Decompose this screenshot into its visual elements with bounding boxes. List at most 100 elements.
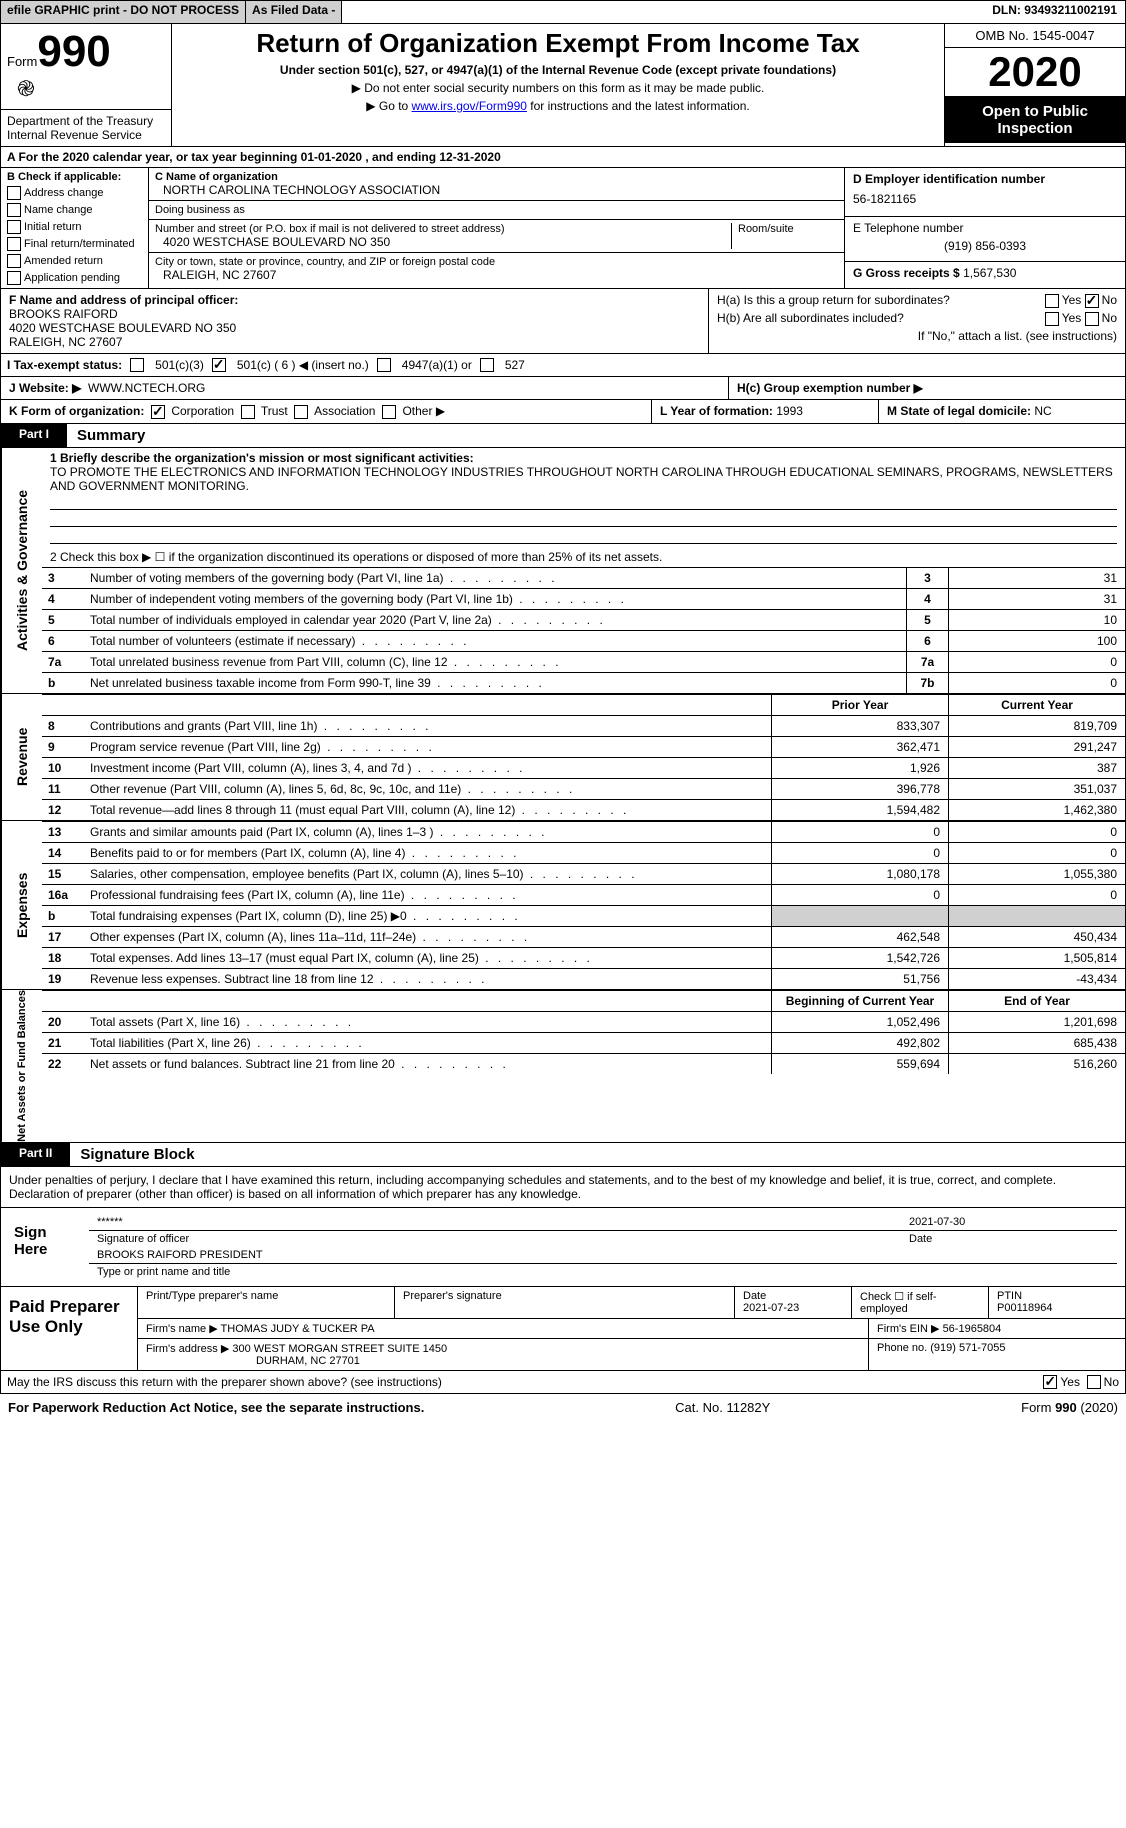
tax-exempt-row: I Tax-exempt status: 501(c)(3) 501(c) ( … (0, 354, 1126, 377)
assoc-checkbox[interactable] (294, 405, 308, 419)
ein-label: D Employer identification number (853, 172, 1045, 186)
firm-ein: Firm's EIN ▶ 56-1965804 (869, 1319, 1125, 1338)
officer-name: BROOKS RAIFORD PRESIDENT (97, 1249, 1109, 1261)
part1-title: Summary (67, 424, 155, 447)
city-label: City or town, state or province, country… (155, 256, 838, 268)
other-checkbox[interactable] (382, 405, 396, 419)
table-row: bNet unrelated business taxable income f… (42, 672, 1125, 693)
org-name: NORTH CAROLINA TECHNOLOGY ASSOCIATION (155, 183, 838, 197)
public-inspection: Open to Public Inspection (945, 97, 1125, 143)
line-a: A For the 2020 calendar year, or tax yea… (0, 147, 1126, 168)
ptin: PTINP00118964 (989, 1287, 1125, 1318)
paperwork-notice: For Paperwork Reduction Act Notice, see … (8, 1400, 424, 1415)
hb-no-checkbox[interactable] (1085, 312, 1099, 326)
discuss-no-checkbox[interactable] (1087, 1375, 1101, 1389)
ha-yes-checkbox[interactable] (1045, 294, 1059, 308)
end-year-header: End of Year (948, 991, 1125, 1011)
dln: DLN: 93493211002191 (984, 1, 1125, 23)
table-row: 14Benefits paid to or for members (Part … (42, 842, 1125, 863)
table-row: 19Revenue less expenses. Subtract line 1… (42, 968, 1125, 989)
activities-governance-label: Activities & Governance (1, 448, 42, 693)
state-domicile: M State of legal domicile: NC (879, 400, 1125, 423)
table-row: 17Other expenses (Part IX, column (A), l… (42, 926, 1125, 947)
amended-return-checkbox[interactable] (7, 254, 21, 268)
group-return: H(a) Is this a group return for subordin… (709, 289, 1125, 353)
cat-number: Cat. No. 11282Y (675, 1400, 770, 1415)
part2-badge: Part II (1, 1143, 70, 1166)
part2-title: Signature Block (70, 1143, 204, 1166)
preparer-sig-label: Preparer's signature (395, 1287, 735, 1318)
firm-phone: Phone no. (919) 571-7055 (869, 1339, 1125, 1370)
net-assets-label: Net Assets or Fund Balances (1, 990, 42, 1142)
dba-label: Doing business as (155, 204, 838, 216)
check-b-column: B Check if applicable: Address change Na… (1, 168, 149, 288)
q2: 2 Check this box ▶ ☐ if the organization… (42, 547, 1125, 567)
hb-yes-checkbox[interactable] (1045, 312, 1059, 326)
table-row: 22Net assets or fund balances. Subtract … (42, 1053, 1125, 1074)
self-employed-check: Check ☐ if self-employed (852, 1287, 989, 1318)
table-row: 6Total number of volunteers (estimate if… (42, 630, 1125, 651)
principal-officer: F Name and address of principal officer:… (1, 289, 709, 353)
discuss-yes-checkbox[interactable] (1043, 1375, 1057, 1389)
table-row: 3Number of voting members of the governi… (42, 567, 1125, 588)
table-row: 18Total expenses. Add lines 13–17 (must … (42, 947, 1125, 968)
mission-question: 1 Briefly describe the organization's mi… (42, 448, 1125, 547)
4947-checkbox[interactable] (377, 358, 391, 372)
firm-name: Firm's name ▶ THOMAS JUDY & TUCKER PA (138, 1319, 869, 1338)
trust-checkbox[interactable] (241, 405, 255, 419)
group-exemption: H(c) Group exemption number ▶ (729, 377, 1125, 399)
table-row: 15Salaries, other compensation, employee… (42, 863, 1125, 884)
expenses-label: Expenses (1, 821, 42, 989)
city-value: RALEIGH, NC 27607 (155, 268, 838, 282)
part1-badge: Part I (1, 424, 67, 447)
501c3-checkbox[interactable] (130, 358, 144, 372)
telephone-label: E Telephone number (853, 221, 1117, 235)
table-row: 12Total revenue—add lines 8 through 11 (… (42, 799, 1125, 820)
527-checkbox[interactable] (480, 358, 494, 372)
sign-date: 2021-07-30 (909, 1216, 1109, 1228)
table-row: 5Total number of individuals employed in… (42, 609, 1125, 630)
final-return-checkbox[interactable] (7, 237, 21, 251)
form-subtitle: Under section 501(c), 527, or 4947(a)(1)… (280, 63, 836, 77)
as-filed: As Filed Data - (246, 1, 342, 23)
ein-value: 56-1821165 (853, 186, 1117, 212)
table-row: 11Other revenue (Part VIII, column (A), … (42, 778, 1125, 799)
instructions-link-line: ▶ Go to www.irs.gov/Form990 for instruct… (366, 99, 749, 113)
department: Department of the Treasury Internal Reve… (1, 109, 171, 146)
omb-number: OMB No. 1545-0047 (945, 24, 1125, 48)
501c-checkbox[interactable] (212, 358, 226, 372)
ha-no-checkbox[interactable] (1085, 294, 1099, 308)
gross-receipts-value: 1,567,530 (963, 266, 1016, 280)
org-name-label: C Name of organization (155, 171, 278, 183)
telephone-value: (919) 856-0393 (853, 235, 1117, 257)
form-of-org: K Form of organization: Corporation Trus… (1, 400, 652, 423)
table-row: 7aTotal unrelated business revenue from … (42, 651, 1125, 672)
address-change-checkbox[interactable] (7, 186, 21, 200)
initial-return-checkbox[interactable] (7, 220, 21, 234)
room-label: Room/suite (738, 223, 838, 235)
prior-year-header: Prior Year (771, 695, 948, 715)
preparer-name-label: Print/Type preparer's name (138, 1287, 395, 1318)
tax-year: 2020 (945, 48, 1125, 97)
street-address: 4020 WESTCHASE BOULEVARD NO 350 (155, 235, 725, 249)
table-row: 13Grants and similar amounts paid (Part … (42, 821, 1125, 842)
name-change-checkbox[interactable] (7, 203, 21, 217)
table-row: 21Total liabilities (Part X, line 26)492… (42, 1032, 1125, 1053)
table-row: 10Investment income (Part VIII, column (… (42, 757, 1125, 778)
revenue-label: Revenue (1, 694, 42, 820)
form-title: Return of Organization Exempt From Incom… (256, 28, 859, 59)
sig-officer-label: Signature of officer (97, 1233, 889, 1245)
instructions-link[interactable]: www.irs.gov/Form990 (412, 99, 527, 113)
header-bar: efile GRAPHIC print - DO NOT PROCESS As … (0, 0, 1126, 24)
irs-discuss: May the IRS discuss this return with the… (7, 1375, 442, 1389)
table-row: 9Program service revenue (Part VIII, lin… (42, 736, 1125, 757)
current-year-header: Current Year (948, 695, 1125, 715)
sign-here-label: Sign Here (9, 1214, 89, 1280)
table-row: 8Contributions and grants (Part VIII, li… (42, 715, 1125, 736)
table-row: 20Total assets (Part X, line 16)1,052,49… (42, 1011, 1125, 1032)
efile-notice: efile GRAPHIC print - DO NOT PROCESS (1, 1, 246, 23)
application-pending-checkbox[interactable] (7, 271, 21, 285)
corp-checkbox[interactable] (151, 405, 165, 419)
form-number: Form990 ֎ (1, 24, 171, 109)
efile-icon: ֎ (7, 74, 165, 103)
